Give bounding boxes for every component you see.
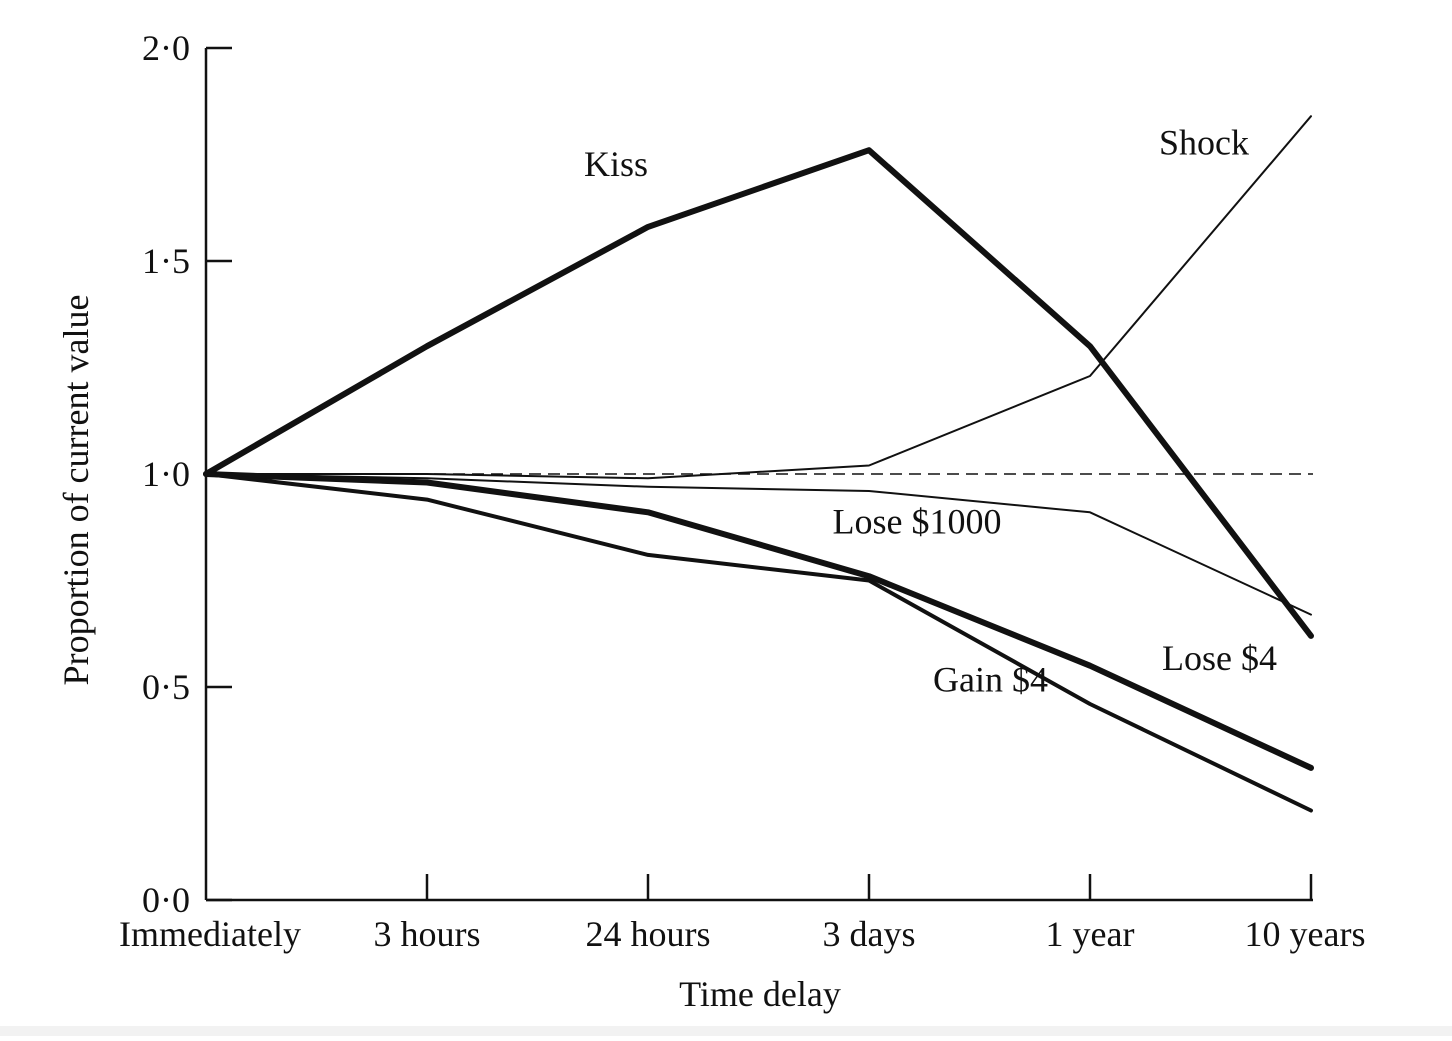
y-ticks: 0·0 0·5 1·0 1·5 2·0 — [142, 28, 232, 920]
series-line-shock — [205, 115, 1312, 480]
y-axis-title: Proportion of current value — [56, 295, 96, 686]
x-tick-label: 3 days — [823, 914, 916, 954]
x-tick-label: Immediately — [119, 914, 301, 954]
series-line-gain-4 — [204, 472, 1313, 813]
series-line-lose-1000 — [205, 473, 1312, 616]
y-tick-label: 0·5 — [142, 667, 190, 707]
x-tick-label: 1 year — [1046, 914, 1135, 954]
y-tick-label: 1·0 — [142, 454, 190, 494]
x-tick-label: 24 hours — [586, 914, 711, 954]
series-label: Shock — [1159, 123, 1249, 163]
y-tick-label: 1·5 — [142, 241, 190, 281]
x-tick-label: 10 years — [1245, 914, 1366, 954]
series-label: Gain $4 — [933, 659, 1048, 699]
x-axis-title: Time delay — [679, 974, 841, 1014]
series-labels: Kiss Shock Lose $1000 Lose $4 Gain $4 — [584, 123, 1277, 700]
y-tick-label: 0·0 — [142, 880, 190, 920]
series-label: Lose $4 — [1162, 638, 1277, 678]
series-label: Lose $1000 — [833, 502, 1002, 542]
y-tick-label: 2·0 — [142, 28, 190, 68]
x-ticks: Immediately 3 hours 24 hours 3 days 1 year 10… — [119, 874, 1365, 954]
bottom-strip — [0, 1026, 1452, 1036]
series-label: Kiss — [584, 144, 648, 184]
series-lines — [203, 115, 1314, 813]
series-line-lose-4 — [203, 471, 1314, 771]
series-line-kiss — [203, 147, 1314, 639]
x-tick-label: 3 hours — [374, 914, 481, 954]
